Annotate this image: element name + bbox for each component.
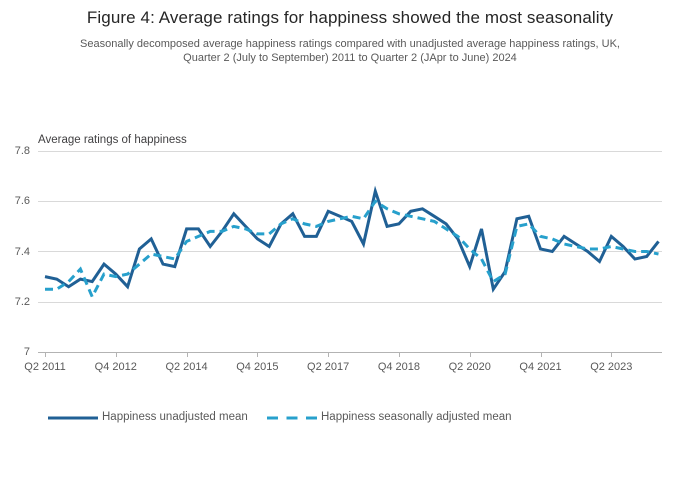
line-unadjusted-mean [44, 185, 660, 294]
figure-subtitle: Seasonally decomposed average happiness … [30, 37, 670, 65]
y-axis-title: Average ratings of happiness [38, 134, 187, 146]
x-tick-label: Q4 2012 [94, 361, 137, 373]
legend-label-unadjusted: Happiness unadjusted mean [102, 411, 248, 423]
x-tick-label: Q2 2017 [307, 361, 350, 373]
line-seasonally-adjusted-mean [45, 199, 659, 301]
y-tick-label: 7 [23, 346, 30, 358]
x-tick-label: Q4 2018 [377, 361, 421, 373]
x-tick-label: Q2 2020 [448, 361, 491, 373]
x-tick-label: Q2 2014 [165, 361, 208, 373]
figure-subtitle-line2: Quarter 2 (July to September) 2011 to Qu… [183, 52, 517, 64]
legend-dashed-line-icon [267, 416, 317, 420]
x-tick-label: Q4 2021 [519, 361, 562, 373]
y-tick-label: 7.6 [14, 195, 30, 208]
x-tick-label: Q2 2023 [590, 361, 633, 373]
legend-label-seasonally-adjusted: Happiness seasonally adjusted mean [321, 411, 512, 423]
figure-subtitle-line1: Seasonally decomposed average happiness … [80, 38, 620, 50]
y-tick-label: 7.8 [14, 145, 30, 157]
figure-title: Figure 4: Average ratings for happiness … [86, 8, 614, 27]
legend: Happiness unadjusted mean Happiness seas… [0, 408, 700, 428]
y-tick-label: 7.4 [14, 245, 30, 258]
x-tick-label: Q4 2015 [236, 361, 279, 373]
legend-solid-line-icon [48, 416, 98, 420]
y-tick-label: 7.2 [14, 295, 30, 308]
x-tick-label: Q2 2011 [24, 361, 66, 373]
